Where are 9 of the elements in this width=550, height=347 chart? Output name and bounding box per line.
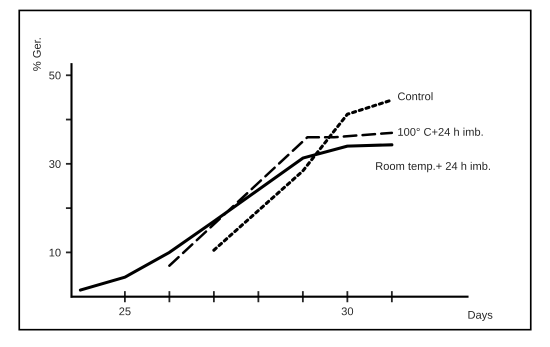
y-tick-label: 30 (49, 160, 61, 168)
y-tick-label: 10 (50, 248, 61, 257)
y-tick-label: 50 (49, 72, 61, 80)
series-label: Room temp.+ 24 h imb. (376, 162, 490, 172)
y-axis-title: % Ger. (32, 38, 41, 71)
series-label: Control (398, 92, 432, 100)
x-axis-title: Days (468, 311, 492, 321)
x-tick-label: 25 (119, 307, 131, 316)
series-label: 100° C+24 h imb. (398, 128, 483, 136)
